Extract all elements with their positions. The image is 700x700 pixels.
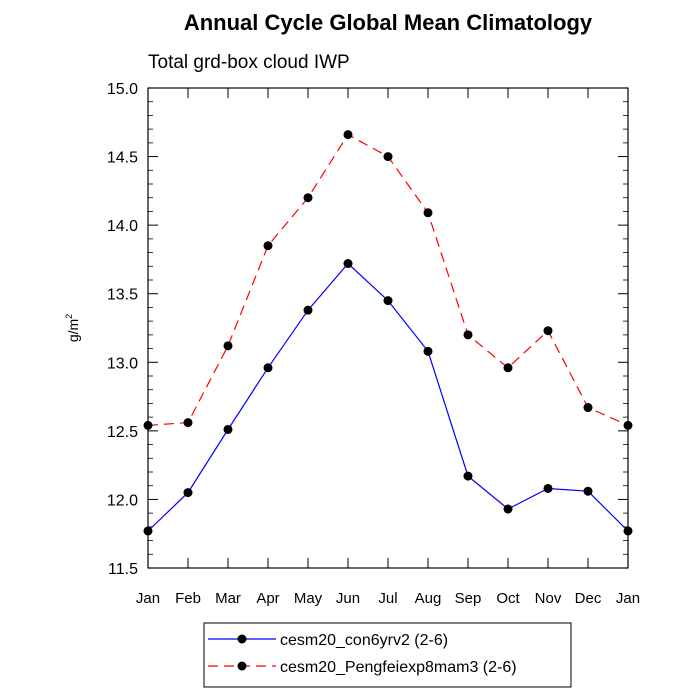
y-tick-label: 13.0	[107, 355, 138, 372]
x-tick-label: Dec	[575, 590, 602, 607]
x-tick-label: Apr	[256, 590, 279, 607]
series-0-point	[303, 305, 313, 315]
series-0-point	[183, 488, 193, 498]
plot-frame	[147, 87, 629, 569]
y-tick-label: 15.0	[107, 81, 138, 98]
series-1-point	[383, 152, 393, 162]
series-0-point	[223, 424, 233, 434]
y-tick-label: 14.0	[107, 218, 138, 235]
chart-subtitle: Total grd-box cloud IWP	[148, 52, 350, 73]
svg-text:g/m2: g/m2	[64, 314, 81, 342]
series-0-point	[143, 526, 153, 536]
series-0-point	[543, 483, 553, 493]
series-1-point	[343, 130, 353, 140]
x-tick-label: Mar	[215, 590, 241, 607]
y-tick-label: 12.0	[107, 492, 138, 509]
legend: cesm20_con6yrv2 (2-6) cesm20_Pengfeiexp8…	[203, 622, 572, 688]
series-1-point	[583, 403, 593, 413]
series-1-point	[143, 420, 153, 430]
x-tick-label: Jun	[336, 590, 360, 607]
y-axis-label-superscript: 2	[64, 314, 74, 319]
y-axis-label: g/m2	[64, 314, 81, 342]
legend-marker-1	[237, 661, 247, 671]
x-tick-label: Jan	[136, 590, 160, 607]
series-0-point	[583, 486, 593, 496]
series-1-point	[463, 330, 473, 340]
series-0-point	[383, 296, 393, 306]
series-0-point	[423, 346, 433, 356]
x-tick-label: Feb	[175, 590, 201, 607]
legend-label-1: cesm20_Pengfeiexp8mam3 (2-6)	[280, 659, 517, 676]
x-tick-label: Jan	[616, 590, 640, 607]
series-1-point	[503, 363, 513, 373]
tick-labels: Jan Feb Mar Apr May Jun Jul Aug Sep Oct Nov Dec Jan 1…	[107, 81, 640, 607]
x-tick-label: Jul	[378, 590, 397, 607]
series-0-point	[343, 259, 353, 269]
x-tick-label: Sep	[455, 590, 482, 607]
series-layer	[143, 130, 633, 536]
series-line-1	[147, 133, 629, 426]
series-0-point	[463, 471, 473, 481]
legend-label-0: cesm20_con6yrv2 (2-6)	[280, 632, 448, 649]
legend-box	[203, 622, 572, 688]
series-1-point	[223, 341, 233, 351]
series-1-point	[263, 241, 273, 251]
y-tick-label: 14.5	[107, 150, 138, 167]
series-1-point	[423, 208, 433, 218]
series-0-point	[503, 504, 513, 514]
series-1-point	[183, 418, 193, 428]
x-tick-label: Aug	[415, 590, 442, 607]
y-tick-label: 12.5	[107, 424, 138, 441]
legend-marker-0	[237, 634, 247, 644]
y-tick-label: 13.5	[107, 287, 138, 304]
series-1-point	[543, 326, 553, 336]
series-0-point	[263, 363, 273, 373]
chart-title: Annual Cycle Global Mean Climatology	[184, 10, 593, 35]
x-tick-label: Oct	[496, 590, 520, 607]
series-1-point	[303, 193, 313, 203]
x-tick-label: May	[294, 590, 323, 607]
series-1-point	[623, 420, 633, 430]
y-tick-label: 11.5	[108, 561, 138, 578]
series-0-point	[623, 526, 633, 536]
y-axis-label-text: g/m	[65, 319, 81, 342]
x-tick-label: Nov	[535, 590, 562, 607]
